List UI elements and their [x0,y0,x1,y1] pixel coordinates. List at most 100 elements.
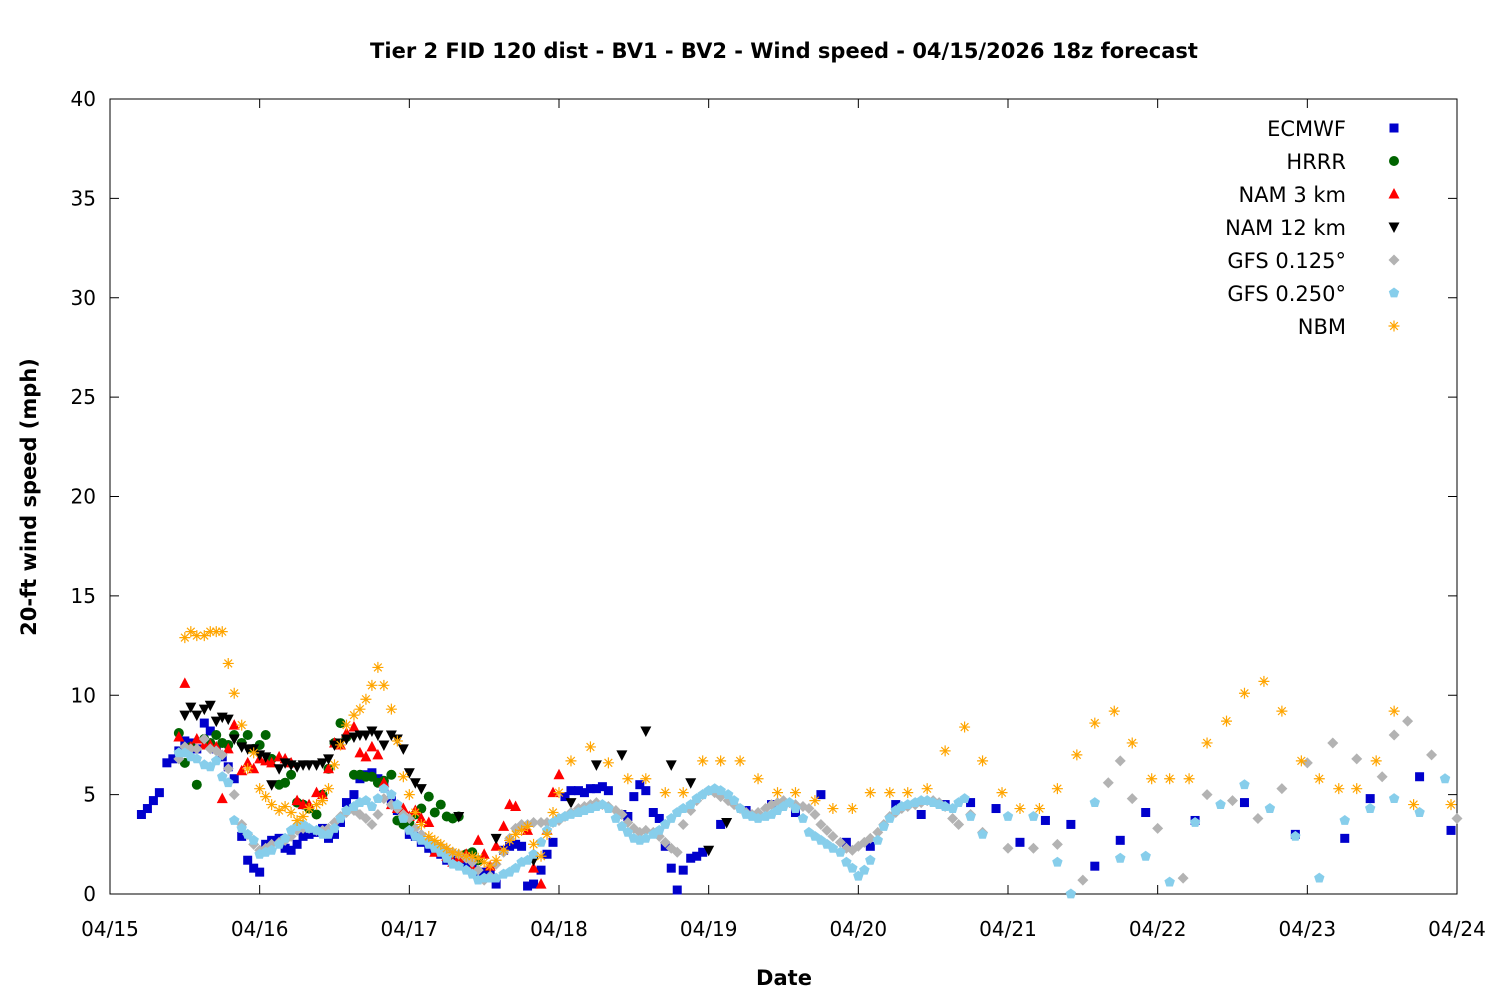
data-point [659,787,671,799]
legend-marker [1389,156,1399,166]
data-point [180,736,190,746]
data-point [603,786,613,796]
data-point [953,818,965,830]
data-point [323,783,335,795]
data-point [947,812,959,824]
data-point [242,730,253,740]
data-point [1141,808,1151,818]
data-point [173,730,185,742]
data-point [372,748,384,760]
data-point [1339,815,1350,825]
data-point [409,778,421,789]
y-tick-label: 30 [71,286,96,310]
data-point [237,831,247,841]
data-point [790,803,801,813]
data-point [827,803,839,815]
data-point [685,778,697,789]
data-point [248,747,260,759]
data-point [1258,675,1270,687]
data-point [298,831,308,841]
data-point [378,776,390,788]
data-point [198,630,210,642]
data-point [635,780,645,790]
data-point [579,788,589,798]
data-point [560,792,570,802]
data-point [461,859,471,869]
data-point [136,810,146,819]
data-point [698,847,708,857]
axis-ticks: 04/15 04/16 04/17 04/18 04/19 04/20 04/21 04/22… [71,87,1486,941]
data-point [216,749,228,761]
data-point [392,799,403,809]
data-point [528,862,540,873]
data-point [334,739,346,751]
data-point [584,741,596,753]
data-point [460,850,472,862]
data-point [280,843,290,853]
data-point [752,773,764,785]
data-point [734,755,746,767]
data-point [1445,799,1457,811]
data-point [179,677,191,688]
data-point [311,760,323,771]
y-tick-label: 10 [71,683,96,707]
data-point [590,760,602,771]
data-point [1115,835,1125,845]
y-tick-label: 15 [71,584,96,608]
data-point [1239,779,1250,790]
data-point [429,834,441,846]
data-point [323,762,335,774]
data-point [210,716,222,728]
data-point [1066,819,1076,829]
data-point [541,828,553,840]
data-point [242,756,254,768]
data-point [1201,789,1213,801]
data-point [354,703,366,715]
data-point [479,867,489,877]
data-point [366,801,378,811]
data-point [1102,777,1114,789]
series-6 [179,626,1457,872]
data-point [228,789,240,801]
data-point [528,816,540,828]
data-point [585,784,595,794]
data-point [1177,872,1189,884]
data-point [366,726,378,738]
data-point [504,798,516,810]
data-point [329,740,340,751]
data-point [435,799,446,810]
x-tick-label: 04/16 [231,917,289,941]
data-point [1276,783,1288,795]
data-point [517,841,527,851]
data-point [878,820,889,831]
data-point [865,854,876,865]
data-point [1264,803,1276,813]
data-point [816,790,826,800]
data-point [228,719,240,730]
data-point [403,789,415,801]
data-point [491,879,501,889]
data-point [360,795,372,805]
data-point [372,730,384,741]
data-point [841,856,852,867]
data-point [198,733,210,745]
data-point [1439,773,1451,784]
data-point [573,786,583,796]
data-point [1388,793,1400,803]
data-point [291,794,303,806]
data-point [610,813,622,823]
data-point [304,829,314,839]
legend-marker [1389,123,1399,133]
data-point [360,693,372,705]
data-point [204,700,216,712]
data-point [378,679,390,691]
data-point [398,813,409,823]
data-point [510,828,522,840]
data-point [996,787,1008,799]
data-point [959,721,971,733]
legend-marker [1388,188,1400,199]
data-point [179,632,191,644]
data-point [692,851,702,861]
data-point [1065,888,1077,899]
